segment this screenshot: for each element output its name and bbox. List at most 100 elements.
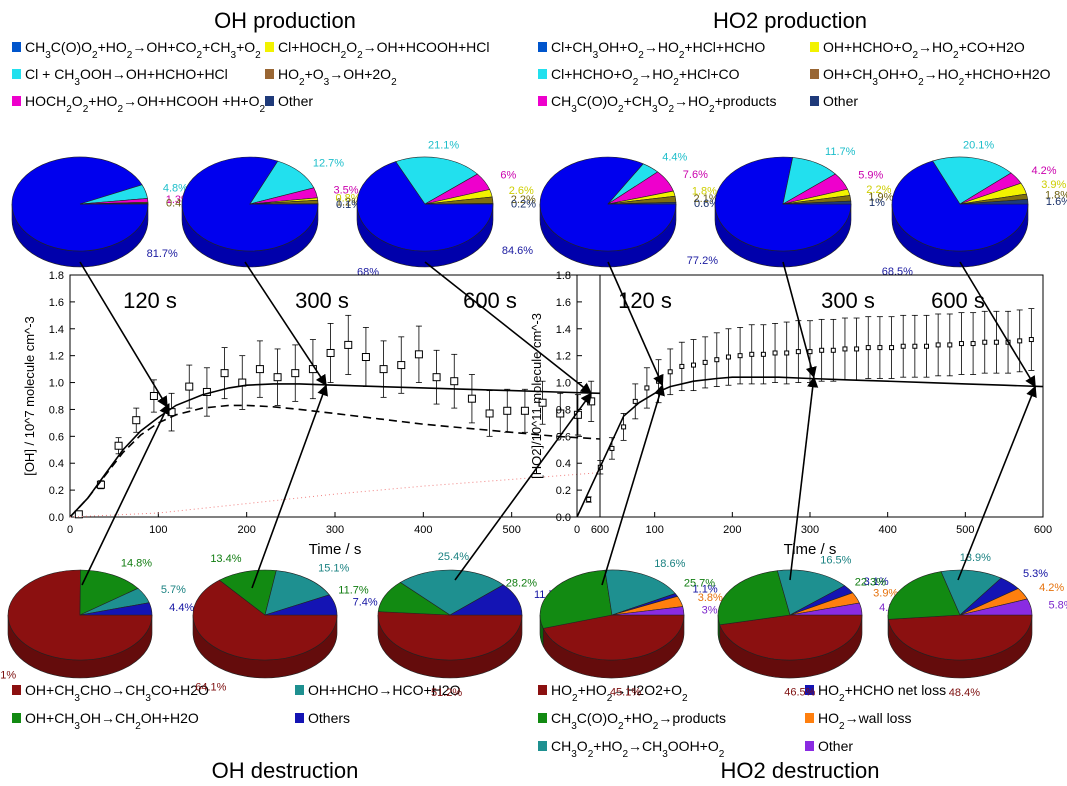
- pie-label: 2.2%: [511, 194, 536, 206]
- pie-label: 18.6%: [654, 558, 685, 570]
- pie-label: 1.8%: [692, 185, 717, 197]
- pie-label: 3.8%: [698, 592, 723, 604]
- data-point: [379, 365, 388, 374]
- legend-swatch: [538, 96, 547, 106]
- legend-label: HOCH2O2+HO2→OH+HCOOH +H+O2: [25, 93, 266, 115]
- y-tick-label: 0.2: [556, 485, 571, 497]
- y-tick-label: 1.6: [49, 297, 64, 309]
- pie-chart: 64.1% 13.4% 15.1% 7.4%: [192, 553, 378, 693]
- pie-label: 81.7%: [147, 248, 178, 260]
- pie-slice: [7, 569, 153, 661]
- pie-slice: [264, 570, 330, 616]
- arrow: [79, 261, 168, 408]
- data-point: [432, 373, 441, 382]
- pie-chart: 81.7% 12.7% 3.5%0.8%1.2%0.1%: [147, 156, 361, 268]
- pie-label: 3.1%: [864, 576, 889, 588]
- data-point: [725, 354, 731, 360]
- y-tick-label: 1.0: [556, 378, 571, 390]
- legend-swatch: [538, 741, 547, 751]
- pie-slice: [717, 570, 791, 626]
- data-point: [255, 365, 264, 374]
- pie-label: 1.1%: [693, 584, 718, 596]
- pie-slice: [611, 606, 685, 616]
- pie-label: 5.7%: [161, 584, 186, 596]
- pie-slice: [887, 614, 1033, 661]
- pie-slice: [399, 569, 504, 616]
- y-tick-label: 0.0: [556, 512, 571, 524]
- arrow: [607, 261, 664, 387]
- y-tick-label: 1.2: [556, 351, 571, 363]
- pie-label: 4.4%: [169, 602, 194, 614]
- pie-slice: [719, 614, 863, 661]
- x-tick-label: 500: [502, 524, 520, 536]
- pie-label: 64.1%: [195, 681, 226, 693]
- x-tick-label: 300: [801, 524, 819, 536]
- pie-label: 21.1%: [428, 139, 459, 151]
- pie-chart: 68% 21.1% 6% 2.6%2.2%0.2%: [356, 139, 536, 279]
- time-label: 120 s: [123, 288, 177, 313]
- legend-label: Others: [308, 710, 350, 726]
- pie-label: 2.6%: [509, 185, 534, 197]
- arrow: [782, 261, 817, 379]
- model-line-dotted: [69, 472, 601, 518]
- arrows: [79, 261, 1037, 589]
- data-point: [970, 341, 976, 347]
- x-tick-label: 400: [414, 524, 432, 536]
- x-tick-label: 100: [645, 524, 663, 536]
- data-point: [361, 353, 370, 362]
- pie-label: 0.1%: [336, 199, 361, 211]
- pie-label: 5.8%: [1049, 599, 1067, 611]
- data-point: [520, 406, 529, 415]
- data-point: [912, 343, 918, 349]
- legend-swatch: [538, 42, 547, 52]
- pie-label: 4.4%: [662, 152, 687, 164]
- data-point: [503, 406, 512, 415]
- legend-label: OH+CH3OH+O2→HO2+HCHO+H2O: [823, 66, 1051, 88]
- legend-label: OH+HCHO+O2→HO2+CO+H2O: [823, 39, 1025, 61]
- pie-slice: [264, 594, 338, 616]
- pie-chart: 77.2% 11.7%5.9% 2.2%1.9%1%: [687, 146, 894, 268]
- pie-slice: [607, 201, 677, 205]
- pie-label: 3.9%: [1041, 179, 1066, 191]
- data-point: [842, 346, 848, 352]
- data-point: [993, 339, 999, 345]
- arrow: [454, 392, 592, 581]
- pie-label: 84.6%: [502, 245, 533, 257]
- data-point: [784, 350, 790, 356]
- legend-label: HO2+O3→OH+2O2: [278, 66, 397, 88]
- y-tick-label: 1.2: [49, 351, 64, 363]
- pie-label: 3%: [702, 604, 718, 616]
- y-tick-label: 0.4: [49, 458, 64, 470]
- legend-label: OH+HCHO→HCO+H2O: [308, 682, 461, 698]
- legend-swatch: [12, 69, 21, 79]
- pie-chart: 46.5%25.7%16.5%3.1%3.9%4.3%: [684, 554, 905, 698]
- data-point: [900, 343, 906, 349]
- model-line: [69, 383, 601, 518]
- data-point: [819, 347, 825, 353]
- legend-swatch: [295, 713, 304, 723]
- data-point: [326, 348, 335, 357]
- y-tick-label: 0.8: [556, 404, 571, 416]
- data-point: [450, 377, 459, 386]
- arrow: [789, 376, 819, 581]
- pie-label: 68%: [357, 267, 379, 279]
- data-point: [1028, 337, 1034, 343]
- pie-label: 4.8%: [163, 183, 188, 195]
- legend-swatch: [805, 685, 814, 695]
- pie-label: 11.7%: [825, 146, 856, 158]
- pie-label: 13.4%: [210, 553, 241, 565]
- data-point: [714, 357, 720, 363]
- data-point: [830, 347, 836, 353]
- pie-slice: [356, 161, 494, 252]
- pie-label: 0.6%: [694, 198, 719, 210]
- pie-chart: 84.6% 4.4% 7.6% 1.8%2.1%0.6%: [502, 152, 719, 268]
- pie-slice: [887, 571, 961, 620]
- legend-swatch: [295, 685, 304, 695]
- data-point: [74, 510, 83, 519]
- data-point: [749, 351, 755, 357]
- x-tick-label: 200: [237, 524, 255, 536]
- x-axis-label: Time / s: [309, 541, 362, 558]
- data-point: [865, 345, 871, 351]
- data-point: [691, 362, 696, 368]
- data-point: [587, 397, 596, 406]
